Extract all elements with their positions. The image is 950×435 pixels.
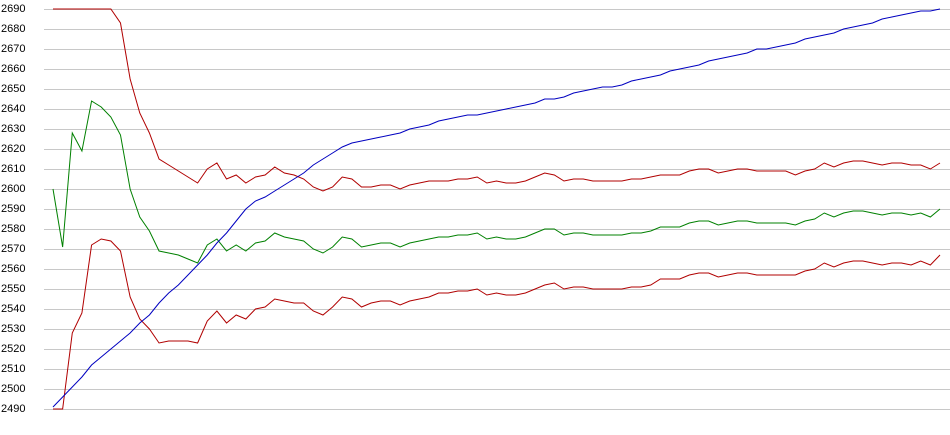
y-tick-label: 2660: [1, 63, 25, 75]
line-series: [53, 238, 941, 410]
y-tick-label: 2570: [1, 243, 25, 255]
y-tick-label: 2640: [1, 103, 25, 115]
line-series: [52, 8, 941, 408]
y-tick-label: 2600: [1, 183, 25, 195]
y-tick-label: 2580: [1, 223, 25, 235]
y-tick-label: 2650: [1, 83, 25, 95]
y-tick-label: 2590: [1, 203, 25, 215]
y-tick-label: 2610: [1, 163, 25, 175]
y-tick-label: 2690: [1, 3, 25, 15]
y-tick-label: 2540: [1, 303, 25, 315]
y-tick-label: 2530: [1, 323, 25, 335]
y-tick-label: 2520: [1, 343, 25, 355]
y-tick-label: 2560: [1, 263, 25, 275]
y-tick-label: 2630: [1, 123, 25, 135]
line-series: [53, 8, 941, 192]
y-tick-label: 2490: [1, 403, 25, 415]
line-series: [52, 100, 941, 264]
y-tick-label: 2550: [1, 283, 25, 295]
y-tick-label: 2670: [1, 43, 25, 55]
y-tick-label: 2620: [1, 143, 25, 155]
y-tick-label: 2500: [1, 383, 25, 395]
y-tick-label: 2680: [1, 23, 25, 35]
y-tick-label: 2510: [1, 363, 25, 375]
